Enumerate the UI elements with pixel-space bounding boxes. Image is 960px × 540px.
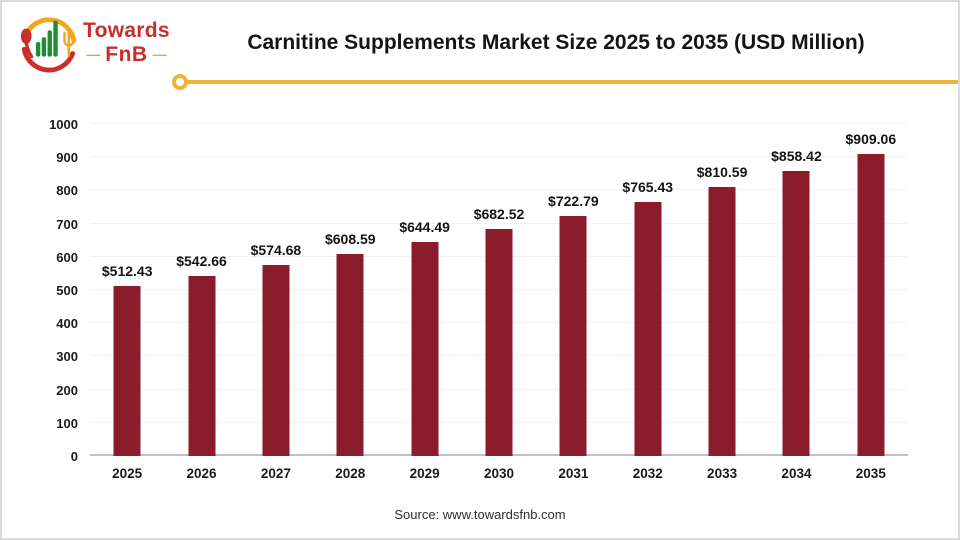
logo-dash-left: — (86, 45, 101, 62)
y-axis-tick-label: 200 (56, 382, 78, 398)
bar-value-label: $909.06 (845, 131, 897, 148)
y-axis-tick-label: 1000 (49, 117, 78, 132)
bar-value-label: $574.68 (250, 242, 302, 259)
y-axis-tick-label: 800 (56, 183, 78, 199)
logo-brand-fnb: FnB (105, 43, 148, 66)
y-axis-tick-label: 500 (56, 283, 78, 298)
bar-value-label: $765.43 (622, 178, 674, 195)
x-axis-tick-label: 2035 (855, 466, 886, 481)
logo-brand-towards: Towards (83, 18, 170, 42)
bar (485, 229, 513, 456)
bar (782, 171, 810, 456)
gridline (90, 156, 908, 158)
bar-value-label: $542.66 (176, 252, 227, 269)
x-axis-tick-label: 2032 (632, 466, 663, 481)
y-axis-tick-label: 300 (56, 349, 78, 365)
y-axis-tick-label: 400 (56, 316, 78, 332)
x-axis-tick-label: 2026 (186, 466, 217, 481)
x-axis-tick-label: 2030 (483, 466, 515, 481)
bar-value-label: $608.59 (324, 230, 376, 247)
chart-title: Carnitine Supplements Market Size 2025 t… (247, 31, 865, 54)
x-axis-tick-label: 2025 (112, 466, 143, 481)
towardsfnb-logo-icon (20, 17, 77, 73)
logo-text: Towards — FnB — (83, 18, 170, 66)
y-axis-tick-label: 0 (70, 449, 78, 464)
gridline (90, 123, 908, 124)
logo-dash-right: — (152, 45, 167, 62)
bar (336, 253, 364, 456)
y-axis-tick-label: 600 (56, 249, 78, 265)
accent-divider (172, 74, 958, 90)
bar-value-label: $722.79 (548, 193, 599, 210)
x-axis-tick-label: 2029 (409, 466, 440, 481)
y-axis-tick-label: 700 (56, 216, 78, 232)
source-text: Source: www.towardsfnb.com (394, 507, 566, 522)
bar (188, 275, 216, 456)
y-axis-tick-label: 900 (56, 150, 78, 166)
towardsfnb-logo: Towards — FnB — (18, 12, 170, 74)
bar-value-label: $682.52 (473, 206, 525, 223)
bar (857, 154, 885, 456)
x-axis-tick-label: 2033 (707, 466, 738, 481)
bar-value-label: $858.42 (771, 148, 822, 165)
bar (113, 285, 141, 456)
x-axis-tick-label: 2027 (260, 466, 291, 481)
bar (559, 216, 587, 456)
bar (708, 186, 736, 456)
bar-value-label: $810.59 (696, 163, 748, 180)
bar (634, 201, 662, 456)
plot-area: 0 100 200 300 400 500 600 700 800 900 1000 $512.43 2… (49, 117, 908, 481)
bar-value-label: $512.43 (101, 262, 153, 279)
x-axis-tick-label: 2031 (558, 466, 589, 481)
y-axis-tick-label: 100 (56, 415, 78, 431)
x-axis-tick-label: 2028 (335, 466, 366, 481)
logo-brand-fnb-row: — FnB — (83, 43, 170, 66)
bar (262, 265, 290, 456)
gridline (90, 189, 908, 191)
bar (411, 242, 439, 456)
divider-rule (187, 80, 958, 84)
gridline (90, 222, 908, 224)
x-axis-tick-label: 2034 (781, 466, 812, 481)
divider-ring-icon (172, 74, 188, 90)
bar-value-label: $644.49 (399, 219, 450, 236)
